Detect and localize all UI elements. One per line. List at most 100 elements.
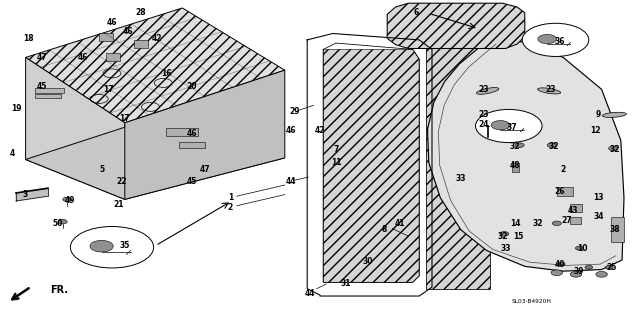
Text: 4: 4 — [10, 149, 15, 158]
Text: 46: 46 — [286, 126, 296, 135]
Text: 46: 46 — [78, 53, 88, 62]
Polygon shape — [323, 49, 419, 282]
Text: 22: 22 — [116, 177, 127, 186]
Text: 29: 29 — [289, 107, 300, 116]
Circle shape — [500, 232, 509, 236]
Circle shape — [58, 219, 67, 224]
Text: 45: 45 — [36, 82, 47, 91]
Text: 8: 8 — [381, 225, 387, 234]
Text: 41: 41 — [395, 219, 405, 228]
Text: 2: 2 — [561, 165, 566, 174]
Polygon shape — [134, 40, 148, 48]
Ellipse shape — [602, 112, 627, 117]
Circle shape — [609, 146, 618, 151]
Circle shape — [70, 226, 154, 268]
Polygon shape — [99, 33, 113, 41]
Text: SL03-B4920H: SL03-B4920H — [511, 299, 551, 304]
Text: 23: 23 — [545, 85, 556, 94]
Text: 42: 42 — [152, 34, 162, 43]
Circle shape — [491, 121, 510, 130]
Text: 37: 37 — [507, 123, 517, 132]
Circle shape — [522, 23, 589, 56]
Text: 33: 33 — [500, 244, 511, 253]
Polygon shape — [26, 108, 285, 199]
Text: 28: 28 — [136, 8, 146, 17]
Text: 17: 17 — [120, 114, 130, 122]
Circle shape — [90, 241, 113, 252]
Text: 13: 13 — [593, 193, 604, 202]
Text: 48: 48 — [510, 161, 520, 170]
Text: 38: 38 — [609, 225, 620, 234]
Text: 24: 24 — [478, 120, 488, 129]
Text: 32: 32 — [609, 145, 620, 154]
Text: 43: 43 — [568, 206, 578, 215]
Ellipse shape — [538, 88, 561, 94]
Circle shape — [585, 265, 593, 269]
Text: 25: 25 — [606, 263, 616, 272]
Text: 44: 44 — [305, 289, 316, 298]
Polygon shape — [570, 204, 582, 212]
Circle shape — [552, 221, 561, 226]
Text: 7: 7 — [333, 145, 339, 154]
Polygon shape — [426, 40, 490, 289]
Text: 32: 32 — [532, 219, 543, 228]
Text: 11: 11 — [331, 158, 341, 167]
Polygon shape — [35, 88, 64, 93]
Text: 31: 31 — [340, 279, 351, 288]
Ellipse shape — [476, 87, 499, 94]
Text: 12: 12 — [590, 126, 600, 135]
Text: 42: 42 — [315, 126, 325, 135]
Text: 16: 16 — [161, 69, 172, 78]
Text: 5: 5 — [100, 165, 105, 174]
Circle shape — [63, 197, 72, 202]
Text: 2: 2 — [228, 203, 233, 212]
Polygon shape — [106, 53, 120, 61]
Polygon shape — [557, 187, 573, 196]
Polygon shape — [35, 94, 61, 98]
Text: 46: 46 — [187, 130, 197, 138]
Text: 49: 49 — [65, 197, 76, 205]
Text: 3: 3 — [23, 190, 28, 199]
Text: 15: 15 — [513, 232, 524, 241]
Text: 6: 6 — [413, 8, 419, 17]
Text: 32: 32 — [510, 142, 520, 151]
Bar — [512, 163, 519, 172]
Text: 18: 18 — [24, 34, 34, 43]
Text: 47: 47 — [200, 165, 210, 174]
Circle shape — [557, 262, 565, 266]
Polygon shape — [26, 57, 125, 199]
Text: 32: 32 — [548, 142, 559, 151]
Text: 27: 27 — [561, 216, 572, 225]
Circle shape — [570, 271, 582, 277]
Text: 1: 1 — [228, 193, 233, 202]
Circle shape — [605, 265, 613, 269]
Text: 47: 47 — [36, 53, 47, 62]
Text: 21: 21 — [113, 200, 124, 209]
Polygon shape — [570, 217, 581, 224]
Circle shape — [515, 143, 524, 147]
Text: 14: 14 — [510, 219, 520, 228]
Circle shape — [551, 270, 563, 276]
Circle shape — [547, 143, 556, 147]
Text: 36: 36 — [555, 37, 565, 46]
Text: 32: 32 — [497, 232, 508, 241]
Circle shape — [575, 246, 583, 250]
Circle shape — [596, 271, 607, 277]
Text: 20: 20 — [187, 82, 197, 91]
Polygon shape — [125, 70, 285, 199]
Text: 46: 46 — [107, 18, 117, 27]
Polygon shape — [428, 40, 624, 271]
Text: 40: 40 — [555, 260, 565, 269]
Text: 50: 50 — [52, 219, 63, 228]
Text: 30: 30 — [363, 257, 373, 266]
Text: 26: 26 — [555, 187, 565, 196]
Text: 39: 39 — [574, 267, 584, 276]
Text: 23: 23 — [478, 85, 488, 94]
Text: 44: 44 — [286, 177, 296, 186]
Polygon shape — [611, 217, 624, 242]
Text: 9: 9 — [596, 110, 601, 119]
Text: FR.: FR. — [50, 285, 68, 295]
Text: 33: 33 — [456, 174, 466, 183]
Polygon shape — [179, 142, 205, 148]
Text: 23: 23 — [478, 110, 488, 119]
